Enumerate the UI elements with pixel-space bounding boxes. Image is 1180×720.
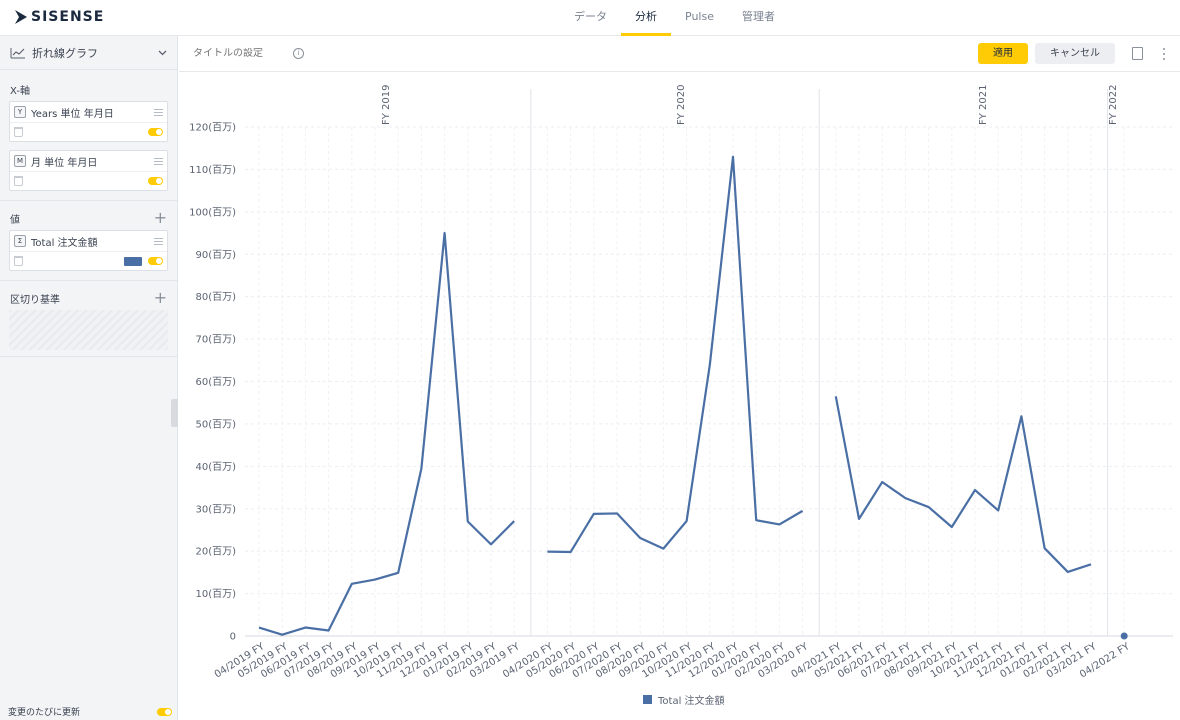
x-axis-title: X-軸	[10, 85, 30, 97]
y-tick-label: 60(百万)	[195, 376, 236, 388]
sisense-logo-icon	[15, 10, 27, 24]
widget-title-input[interactable]	[193, 48, 289, 59]
group-label: FY 2022	[1108, 85, 1119, 126]
logo-text: SISENSE	[31, 9, 105, 25]
y-tick-label: 10(百万)	[195, 588, 236, 600]
legend-label: Total 注文金額	[658, 696, 725, 707]
y-tick-label: 30(百万)	[195, 503, 236, 515]
x-axis-field-months[interactable]: M 月 単位 年月日	[9, 150, 168, 191]
main-nav: データ 分析 Pulse 管理者	[560, 0, 789, 36]
x-axis-section-title: X-軸	[0, 81, 177, 97]
group-label: FY 2019	[381, 85, 392, 126]
y-tick-label: 110(百万)	[189, 164, 236, 176]
group-label: FY 2020	[676, 85, 687, 126]
chart-legend: Total 注文金額	[643, 692, 725, 707]
group-label: FY 2021	[978, 85, 989, 126]
sisense-logo[interactable]: SISENSE	[14, 9, 104, 25]
break-by-title: 区切り基準	[10, 294, 60, 306]
legend-swatch	[643, 695, 652, 704]
break-by-section-title: 区切り基準 +	[0, 290, 177, 306]
break-by-drop-zone[interactable]	[9, 310, 168, 350]
chart-type-label: 折れ線グラフ	[32, 46, 98, 60]
chevron-down-icon[interactable]	[158, 50, 167, 56]
series-line	[834, 396, 1092, 574]
cancel-button[interactable]: キャンセル	[1035, 43, 1115, 64]
more-options-icon[interactable]	[1161, 46, 1167, 62]
field-label[interactable]: Years 単位 年月日	[31, 108, 114, 120]
field-label[interactable]: Total 注文金額	[31, 237, 98, 249]
document-icon[interactable]	[1132, 47, 1143, 60]
top-bar: SISENSE データ 分析 Pulse 管理者	[0, 0, 1180, 36]
data-point	[1120, 632, 1128, 640]
values-section-title: 値 +	[0, 210, 177, 226]
field-toggle[interactable]	[148, 177, 163, 185]
series-line	[258, 231, 515, 636]
widget-designer-panel: 折れ線グラフ X-軸 Y Years 単位 年月日 M 月 単位 年月日	[0, 36, 178, 720]
info-icon[interactable]: i	[293, 48, 304, 59]
auto-update-toggle[interactable]	[157, 707, 172, 716]
y-tick-label: 90(百万)	[195, 249, 236, 261]
tab-analytics[interactable]: 分析	[621, 0, 671, 36]
x-axis-field-years[interactable]: Y Years 単位 年月日	[9, 101, 168, 142]
drag-handle-icon[interactable]	[154, 108, 163, 116]
drag-handle-icon[interactable]	[154, 157, 163, 165]
apply-button[interactable]: 適用	[978, 43, 1028, 64]
y-tick-label: 20(百万)	[195, 546, 236, 558]
trash-icon[interactable]	[14, 176, 23, 186]
trash-icon[interactable]	[14, 127, 23, 137]
chart-type-selector[interactable]: 折れ線グラフ	[0, 36, 177, 70]
series-color-swatch[interactable]	[124, 256, 142, 266]
y-tick-label: 40(百万)	[195, 461, 236, 473]
y-tick-label: 70(百万)	[195, 334, 236, 346]
field-type-badge: M	[14, 155, 26, 167]
trash-icon[interactable]	[14, 256, 23, 266]
field-toggle[interactable]	[148, 257, 163, 265]
values-title: 値	[10, 214, 20, 226]
y-tick-label: 0	[230, 632, 236, 643]
tab-data[interactable]: データ	[574, 10, 607, 23]
panel-collapse-handle[interactable]	[171, 399, 178, 427]
y-tick-label: 80(百万)	[195, 291, 236, 303]
y-tick-label: 100(百万)	[189, 206, 236, 218]
auto-update-label: 変更のたびに更新	[8, 708, 81, 718]
add-break-by-button[interactable]: +	[153, 288, 167, 307]
add-value-button[interactable]: +	[153, 208, 167, 227]
auto-update-row: 変更のたびに更新	[8, 705, 172, 718]
field-type-badge: Σ	[14, 235, 26, 247]
value-field-total[interactable]: Σ Total 注文金額	[9, 230, 168, 271]
field-label[interactable]: 月 単位 年月日	[31, 157, 98, 169]
field-type-badge: Y	[14, 106, 26, 118]
series-line	[547, 155, 804, 554]
line-chart-icon	[10, 47, 25, 58]
widget-toolbar: i 適用 キャンセル	[179, 36, 1180, 72]
tab-admin[interactable]: 管理者	[741, 10, 775, 23]
field-toggle[interactable]	[148, 128, 163, 136]
line-chart: 0 10(百万) 20(百万) 30(百万) 40(百万) 50(百万) 60(百万) 70(…	[189, 85, 1173, 681]
y-tick-label: 120(百万)	[189, 122, 236, 134]
tab-pulse[interactable]: Pulse	[685, 10, 714, 23]
y-tick-label: 50(百万)	[195, 418, 236, 430]
drag-handle-icon[interactable]	[154, 237, 163, 245]
